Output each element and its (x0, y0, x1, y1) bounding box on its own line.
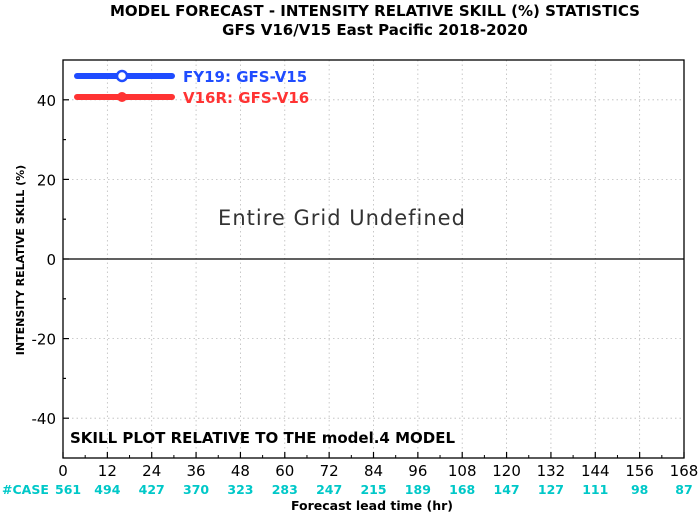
case-count: 494 (94, 482, 120, 497)
x-tick-label: 24 (142, 462, 161, 480)
case-count: 561 (55, 482, 81, 497)
case-counts: 561 494 427 370 323 283 247 215 189 168 147 127 111 9… (55, 482, 693, 497)
case-count: 283 (272, 482, 298, 497)
y-tick-label: 20 (37, 171, 56, 189)
case-count: 370 (183, 482, 209, 497)
x-tick-label: 168 (670, 462, 699, 480)
x-tick-label: 144 (581, 462, 610, 480)
x-tick-label: 12 (98, 462, 117, 480)
x-tick-label: 72 (320, 462, 339, 480)
y-tick-label: -40 (32, 410, 57, 428)
skill-annotation: SKILL PLOT RELATIVE TO THE model.4 MODEL (70, 429, 455, 447)
case-count: 87 (675, 482, 692, 497)
case-count: 323 (227, 482, 253, 497)
chart-subtitle: GFS V16/V15 East Pacific 2018-2020 (222, 21, 528, 39)
case-count: 427 (139, 482, 165, 497)
y-axis-label: INTENSITY RELATIVE SKILL (%) (14, 165, 27, 355)
x-tick-label: 108 (448, 462, 477, 480)
x-tick-label: 0 (58, 462, 68, 480)
case-count: 147 (494, 482, 520, 497)
legend-label-v15: FY19: GFS-V15 (183, 68, 307, 86)
x-axis: 0 12 24 36 48 60 72 84 96 108 120 132 144 156 168 (58, 452, 698, 480)
case-count: 168 (449, 482, 475, 497)
x-axis-label: Forecast lead time (hr) (291, 498, 453, 513)
x-tick-label: 84 (364, 462, 383, 480)
y-tick-label: -20 (32, 331, 57, 349)
case-label: #CASE (2, 482, 49, 497)
y-axis: -40 -20 0 20 40 (32, 92, 69, 428)
chart-title: MODEL FORECAST - INTENSITY RELATIVE SKIL… (110, 2, 640, 20)
case-count: 111 (582, 482, 608, 497)
case-count: 215 (360, 482, 386, 497)
legend: FY19: GFS-V15 V16R: GFS-V16 (74, 68, 309, 107)
x-tick-label: 36 (187, 462, 206, 480)
case-count: 247 (316, 482, 342, 497)
x-tick-label: 60 (275, 462, 294, 480)
legend-marker-v15 (115, 69, 129, 83)
x-tick-label: 120 (492, 462, 521, 480)
x-tick-label: 156 (625, 462, 654, 480)
case-count: 127 (538, 482, 564, 497)
x-tick-label: 48 (231, 462, 250, 480)
case-count: 98 (631, 482, 648, 497)
y-tick-label: 0 (46, 251, 56, 269)
legend-label-v16: V16R: GFS-V16 (183, 89, 309, 107)
case-count: 189 (405, 482, 431, 497)
x-tick-label: 132 (537, 462, 566, 480)
undefined-message: Entire Grid Undefined (218, 206, 466, 230)
legend-marker-v16 (117, 92, 127, 102)
y-tick-label: 40 (37, 92, 56, 110)
x-tick-label: 96 (408, 462, 427, 480)
